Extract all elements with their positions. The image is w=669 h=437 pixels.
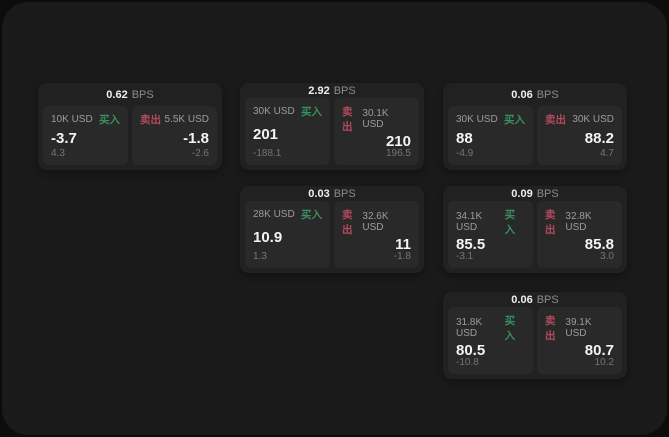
buy-delta: -10.8 [456, 357, 479, 368]
spread-unit-label: BPS [131, 88, 154, 101]
spread-unit-label: BPS [536, 187, 559, 200]
quote-card: 0.06 BPS 31.8K USD 买入 80.5 -10.8 卖出 39.1… [443, 292, 627, 379]
sell-amount: 30K USD [572, 114, 614, 125]
spread-header: 0.03 BPS [240, 186, 424, 201]
spread-header: 0.09 BPS [443, 186, 627, 201]
sell-delta: 196.5 [385, 148, 411, 159]
sell-price: 85.8 [584, 236, 614, 253]
sell-amount: 30.1K USD [362, 108, 389, 130]
sell-price: 88.2 [584, 129, 614, 147]
buy-amount: 34.1K USD [456, 211, 483, 233]
buy-label: 买入 [301, 209, 322, 221]
buy-price: 201 [253, 125, 279, 143]
quote-card: 0.62 BPS 10K USD 买入 -3.7 4.3 卖出 5.5K USD… [38, 83, 222, 170]
sell-label: 卖出 [342, 209, 353, 236]
sell-price-tile[interactable]: 卖出 5.5K USD -1.8 -2.6 [132, 106, 217, 165]
spread-value: 0.06 [511, 293, 533, 306]
buy-label: 买入 [504, 114, 525, 126]
spread-header: 2.92 BPS [240, 83, 424, 98]
spread-unit-label: BPS [333, 187, 356, 200]
spread-value: 0.06 [511, 88, 533, 101]
spread-header: 0.62 BPS [38, 83, 222, 106]
spread-value: 2.92 [308, 84, 330, 97]
sell-price-tile[interactable]: 卖出 30K USD 88.2 4.7 [537, 106, 622, 165]
sell-price-tile[interactable]: 卖出 32.8K USD 85.8 3.0 [537, 201, 622, 268]
buy-amount: 28K USD [253, 209, 295, 220]
buy-label: 买入 [504, 315, 516, 342]
buy-price-tile[interactable]: 10K USD 买入 -3.7 4.3 [43, 106, 128, 165]
spread-value: 0.09 [511, 187, 533, 200]
spread-unit-label: BPS [536, 293, 559, 306]
sell-price: 11 [395, 236, 411, 253]
sell-label: 卖出 [545, 315, 556, 342]
buy-price-tile[interactable]: 30K USD 买入 201 -188.1 [245, 98, 330, 165]
spread-unit-label: BPS [333, 84, 356, 97]
sell-amount: 32.6K USD [362, 211, 389, 233]
buy-price: 80.5 [456, 342, 486, 359]
buy-amount: 31.8K USD [456, 317, 483, 339]
spread-value: 0.62 [106, 88, 128, 101]
sell-amount: 39.1K USD [565, 317, 592, 339]
sell-amount: 5.5K USD [164, 114, 209, 125]
sell-label: 卖出 [140, 114, 161, 126]
quote-card: 2.92 BPS 30K USD 买入 201 -188.1 卖出 30.1K … [240, 83, 424, 170]
sell-price-tile[interactable]: 卖出 39.1K USD 80.7 10.2 [537, 307, 622, 374]
quote-card: 0.09 BPS 34.1K USD 买入 85.5 -3.1 卖出 32.8K… [443, 186, 627, 273]
buy-delta: 4.3 [51, 148, 65, 159]
spread-unit-label: BPS [536, 88, 559, 101]
sell-price-tile[interactable]: 卖出 30.1K USD 210 196.5 [334, 98, 419, 165]
sell-delta: 4.7 [600, 148, 614, 159]
sell-delta: 3.0 [600, 251, 614, 262]
sell-label: 卖出 [545, 114, 566, 126]
buy-delta: -188.1 [253, 148, 282, 159]
buy-delta: 1.3 [253, 251, 267, 262]
sell-amount: 32.8K USD [565, 211, 592, 233]
sell-price-tile[interactable]: 卖出 32.6K USD 11 -1.8 [334, 201, 419, 268]
buy-amount: 30K USD [253, 106, 295, 117]
buy-price-tile[interactable]: 31.8K USD 买入 80.5 -10.8 [448, 307, 533, 374]
buy-label: 买入 [504, 209, 516, 236]
buy-label: 买入 [301, 106, 322, 118]
buy-price: 85.5 [456, 236, 486, 253]
buy-delta: -3.1 [456, 251, 474, 262]
buy-amount: 10K USD [51, 114, 93, 125]
sell-delta: -2.6 [191, 148, 209, 159]
sell-delta: -1.8 [393, 251, 411, 262]
buy-price: 10.9 [253, 228, 283, 246]
buy-label: 买入 [99, 114, 120, 126]
spread-value: 0.03 [308, 187, 330, 200]
buy-price-tile[interactable]: 34.1K USD 买入 85.5 -3.1 [448, 201, 533, 268]
sell-price: 210 [385, 133, 411, 150]
quote-card: 0.03 BPS 28K USD 买入 10.9 1.3 卖出 32.6K US… [240, 186, 424, 273]
spread-header: 0.06 BPS [443, 292, 627, 307]
buy-price: -3.7 [51, 129, 77, 147]
buy-price-tile[interactable]: 30K USD 买入 88 -4.9 [448, 106, 533, 165]
sell-label: 卖出 [545, 209, 556, 236]
sell-price: -1.8 [183, 129, 209, 147]
sell-delta: 10.2 [594, 357, 614, 368]
sell-price: 80.7 [584, 342, 614, 359]
buy-delta: -4.9 [456, 148, 474, 159]
buy-price-tile[interactable]: 28K USD 买入 10.9 1.3 [245, 201, 330, 268]
spread-header: 0.06 BPS [443, 83, 627, 106]
buy-amount: 30K USD [456, 114, 498, 125]
buy-price: 88 [456, 129, 473, 147]
sell-label: 卖出 [342, 106, 353, 133]
quote-card: 0.06 BPS 30K USD 买入 88 -4.9 卖出 30K USD 8… [443, 83, 627, 170]
